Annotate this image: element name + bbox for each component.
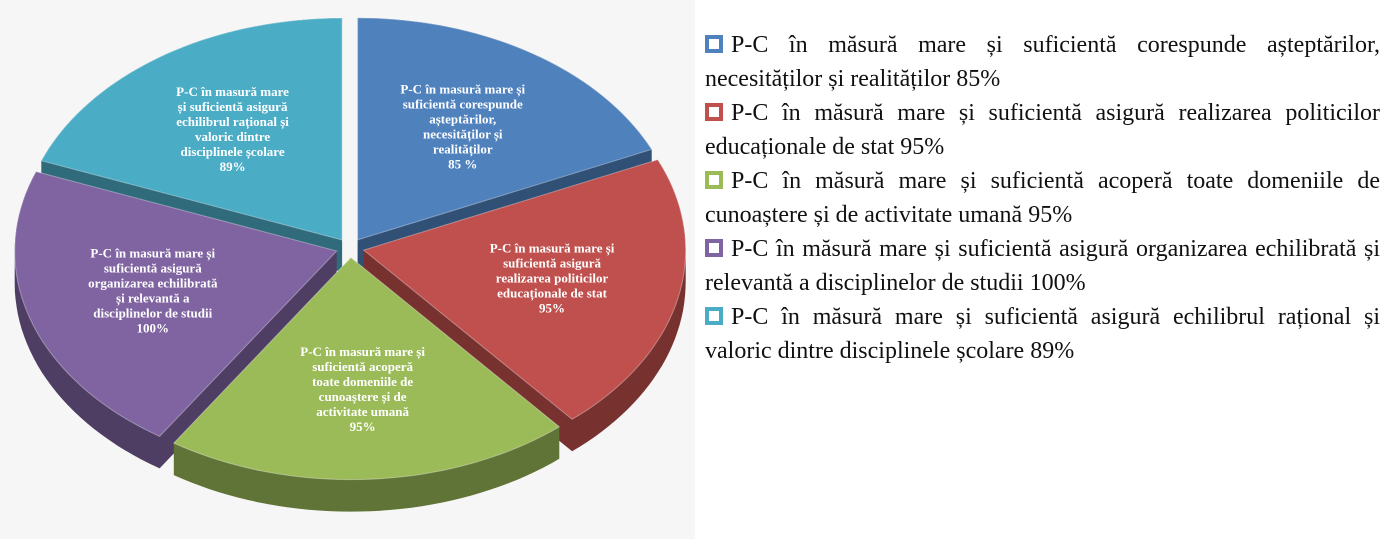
legend-label: P-C în măsură mare și suficientă asigură… bbox=[705, 100, 1380, 160]
slice-label: suficientă asigură bbox=[104, 260, 202, 275]
slice-label: organizarea echilibrată bbox=[88, 275, 218, 290]
legend-item: P-C în măsură mare și suficientă asigură… bbox=[705, 232, 1380, 300]
legend-icon bbox=[705, 35, 723, 53]
slice-label: P-C în masură mare și bbox=[90, 245, 215, 261]
legend-label: P-C în măsură mare și suficientă asigură… bbox=[705, 304, 1380, 364]
slice-label: P-C în masură mare și bbox=[400, 82, 525, 98]
legend-value-label: 95% bbox=[900, 134, 945, 160]
legend-item: P-C în măsură mare și suficientă asigură… bbox=[705, 96, 1380, 164]
slice-label: suficientă corespunde bbox=[403, 97, 523, 112]
legend-label: P-C în măsură mare și suficientă asigură… bbox=[705, 236, 1380, 296]
slice-label: disciplinele școlare bbox=[181, 144, 285, 160]
legend-value-label: 100% bbox=[1029, 270, 1086, 296]
slice-value-label: 100% bbox=[137, 320, 170, 335]
legend-value-label: 95% bbox=[1028, 202, 1073, 228]
slice-label: toate domeniile de bbox=[312, 374, 413, 389]
slice-value-label: 95% bbox=[350, 419, 376, 434]
slice-label: P-C în masură mare și bbox=[490, 241, 615, 257]
slice-label: disciplinelor de studii bbox=[93, 305, 212, 320]
slice-label: suficientă asigură bbox=[503, 256, 601, 271]
slice-label: necesităților și bbox=[423, 127, 503, 143]
legend: P-C în măsură mare și suficientă corespu… bbox=[705, 28, 1380, 368]
slice-value-label: 85 % bbox=[448, 157, 477, 172]
slice bbox=[362, 159, 687, 420]
slice-label: echilibrul rațional și bbox=[176, 114, 289, 130]
slice-label: realizarea politicilor bbox=[496, 271, 609, 286]
slice-value-label: 89% bbox=[220, 159, 246, 174]
slice-label: activitate umană bbox=[316, 404, 409, 419]
legend-icon bbox=[705, 239, 723, 257]
legend-label: P-C în măsură mare și suficientă corespu… bbox=[705, 32, 1380, 92]
slice-label: suficientă acoperă bbox=[312, 359, 413, 374]
slice-value-label: 95% bbox=[539, 301, 565, 316]
slice bbox=[40, 17, 343, 241]
slice bbox=[14, 171, 338, 438]
legend-item: P-C în măsură mare și suficientă acoperă… bbox=[705, 164, 1380, 232]
slice-label: P-C în masură mare bbox=[176, 84, 289, 99]
slice-label: valoric dintre bbox=[195, 129, 270, 144]
legend-icon bbox=[705, 171, 723, 189]
legend-icon bbox=[705, 103, 723, 121]
slice bbox=[172, 256, 561, 481]
legend-icon bbox=[705, 307, 723, 325]
slice bbox=[357, 17, 653, 241]
slice-label: P-C în masură mare și bbox=[300, 344, 425, 360]
slice-label: realităților bbox=[433, 142, 493, 158]
slice-label: și relevantă a bbox=[116, 290, 190, 306]
slice-label: educaționale de stat bbox=[497, 286, 607, 302]
legend-value-label: 89% bbox=[1030, 338, 1075, 364]
legend-item: P-C în măsură mare și suficientă corespu… bbox=[705, 28, 1380, 96]
legend-label: P-C în măsură mare și suficientă acoperă… bbox=[705, 168, 1380, 228]
legend-item: P-C în măsură mare și suficientă asigură… bbox=[705, 300, 1380, 368]
slice-label: cunoaștere și de bbox=[319, 389, 407, 405]
slice-label: și suficientă asigură bbox=[178, 99, 288, 115]
slice-label: așteptărilor, bbox=[429, 112, 496, 128]
legend-value-label: 85% bbox=[956, 66, 1001, 92]
